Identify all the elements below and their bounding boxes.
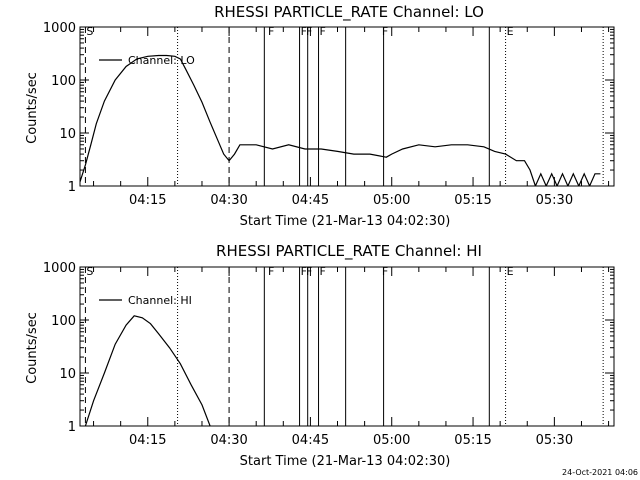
hi-y-axis-label: Counts/sec [25, 312, 40, 384]
x-tick-label: 05:00 [373, 193, 410, 208]
flag-label: S [86, 25, 93, 38]
x-tick-label: 05:00 [373, 433, 410, 448]
x-tick-label: 04:15 [129, 433, 166, 448]
y-tick-label: 10 [59, 127, 76, 142]
flag-label: F [382, 25, 388, 38]
flag-label: E [507, 25, 514, 38]
lo-channel-panel: RHESSI PARTICLE_RATE Channel: LO Start T… [25, 3, 615, 229]
y-tick-label: 100 [51, 314, 76, 329]
y-tick-label: 1 [68, 420, 76, 435]
x-tick-label: 05:15 [454, 193, 491, 208]
series-line-lo [80, 54, 601, 186]
plot-frame [79, 266, 615, 427]
hi-channel-panel: RHESSI PARTICLE_RATE Channel: HI Start T… [25, 242, 615, 469]
lo-chart-title: RHESSI PARTICLE_RATE Channel: LO [214, 3, 484, 22]
y-tick-label: 1 [68, 180, 76, 195]
y-tick-label: 1000 [43, 261, 76, 276]
y-tick-label: 10 [59, 367, 76, 382]
plot-frame [79, 26, 615, 187]
generation-timestamp: 24-Oct-2021 04:06 [562, 468, 638, 477]
x-tick-label: 05:15 [454, 433, 491, 448]
flag-label: F [268, 265, 274, 278]
x-tick-label: 04:45 [292, 433, 329, 448]
flag-label: F [306, 265, 312, 278]
flag-label: E [507, 265, 514, 278]
hi-x-axis-label: Start Time (21-Mar-13 04:02:30) [240, 454, 451, 469]
x-tick-label: 05:30 [536, 193, 573, 208]
y-tick-label: 1000 [43, 21, 76, 36]
flag-label: F [320, 25, 326, 38]
y-tick-label: 100 [51, 74, 76, 89]
flag-label: F [306, 25, 312, 38]
flag-label: F [268, 25, 274, 38]
flag-label: F [301, 265, 307, 278]
legend-entry: Channel: HI [128, 294, 192, 307]
flag-label: F [320, 265, 326, 278]
series-line-hi [84, 315, 211, 426]
x-tick-label: 04:15 [129, 193, 166, 208]
lo-x-axis-label: Start Time (21-Mar-13 04:02:30) [240, 214, 451, 229]
hi-chart-title: RHESSI PARTICLE_RATE Channel: HI [216, 242, 482, 261]
x-tick-label: 04:45 [292, 193, 329, 208]
lo-y-axis-label: Counts/sec [25, 72, 40, 144]
x-tick-label: 04:30 [210, 433, 247, 448]
flag-label: F [382, 265, 388, 278]
flag-label: F [301, 25, 307, 38]
flag-label: S [86, 265, 93, 278]
x-tick-label: 04:30 [210, 193, 247, 208]
legend-entry: Channel: LO [128, 54, 195, 67]
x-tick-label: 05:30 [536, 433, 573, 448]
